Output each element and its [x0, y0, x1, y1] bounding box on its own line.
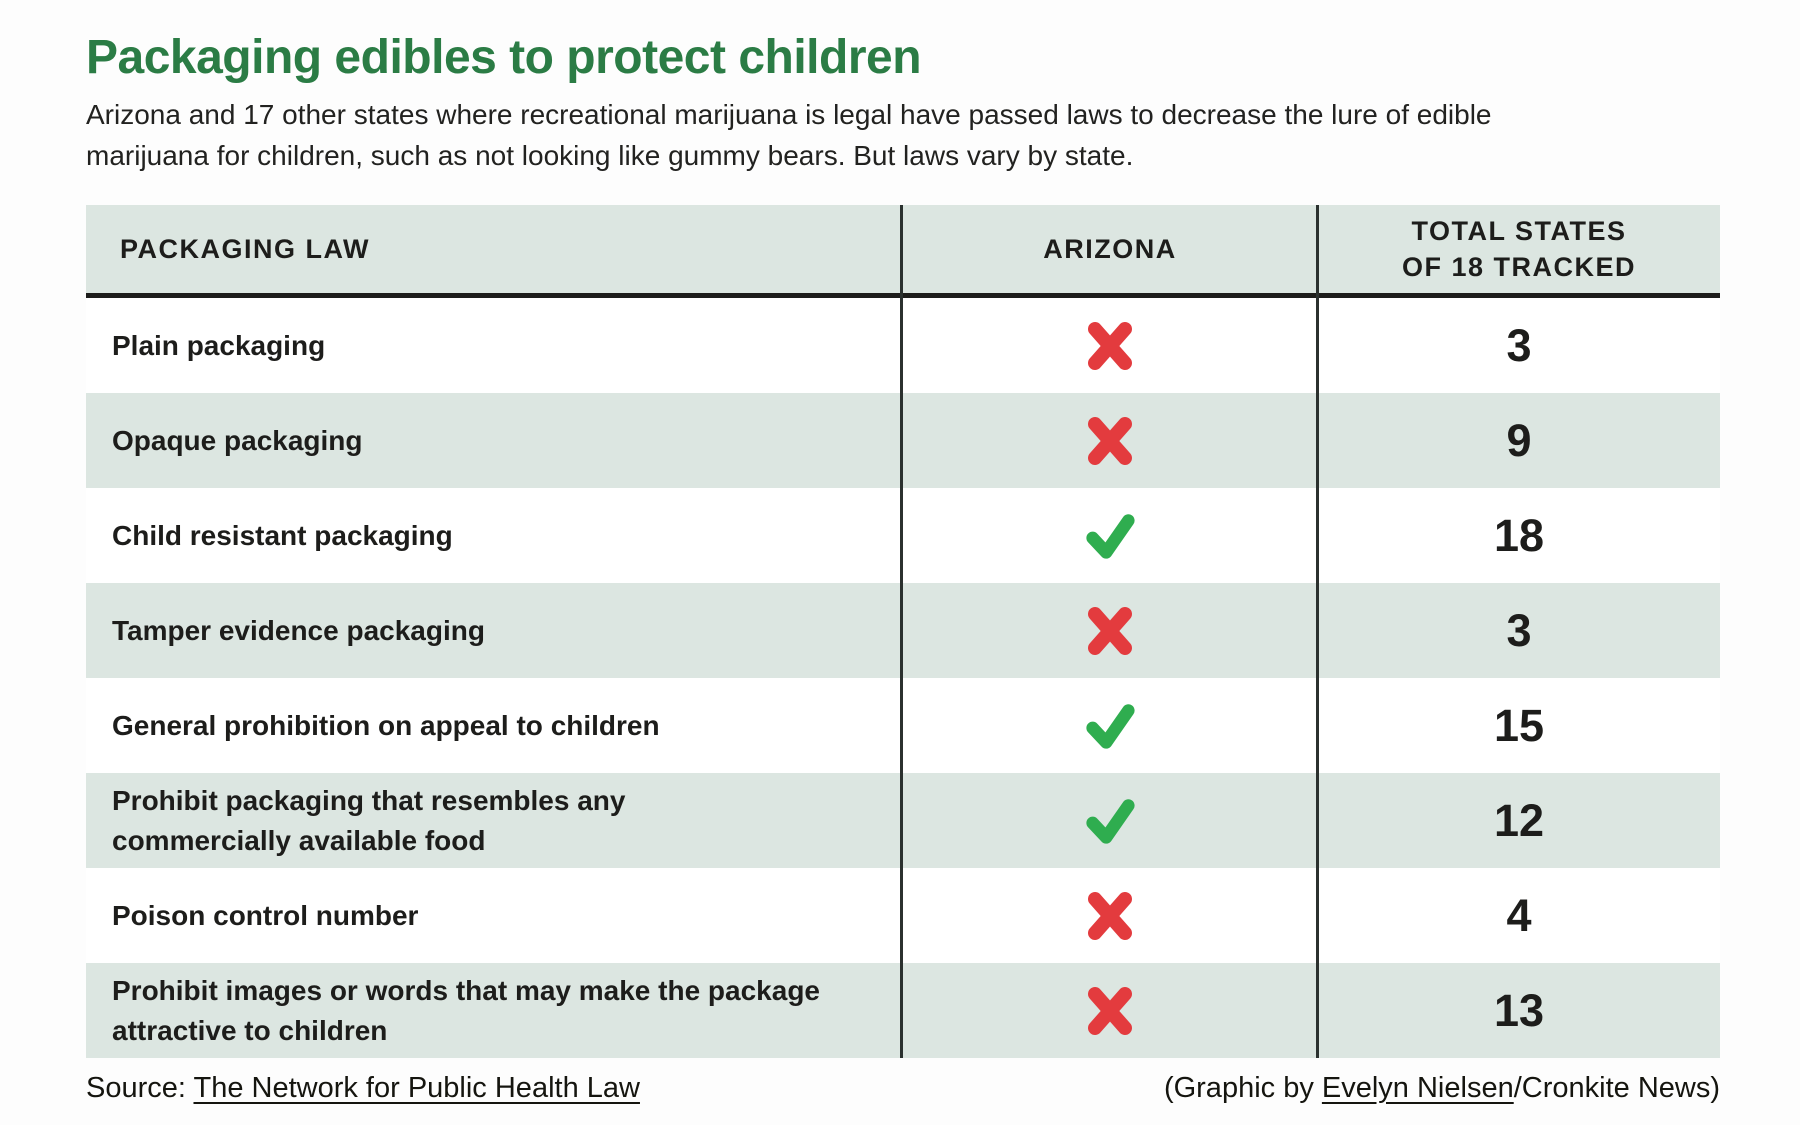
footer: Source: The Network for Public Health La…: [86, 1072, 1720, 1105]
cross-icon: [1085, 983, 1135, 1039]
table-row: Prohibit packaging that resembles any co…: [86, 773, 1720, 868]
total-states-header-line-1: TOTAL STATES: [1411, 216, 1627, 246]
law-label: Opaque packaging: [112, 424, 363, 456]
subtitle-line-2: marijuana for children, such as not look…: [86, 140, 1134, 171]
table-row: Prohibit images or words that may make t…: [86, 963, 1720, 1058]
table-row: Tamper evidence packaging 3: [86, 583, 1720, 678]
graphic-credit: (Graphic by Evelyn Nielsen/Cronkite News…: [1164, 1072, 1720, 1105]
cross-icon: [1085, 318, 1135, 374]
column-divider-line: [900, 205, 903, 1058]
arizona-status-cell: [902, 678, 1318, 773]
law-label: Tamper evidence packaging: [112, 614, 485, 646]
law-label: Child resistant packaging: [112, 519, 453, 551]
cross-icon: [1085, 603, 1135, 659]
column-header-packaging-law: PACKAGING LAW: [120, 233, 370, 264]
check-icon: [1083, 699, 1137, 753]
law-label: Poison control number: [112, 899, 419, 931]
total-states-header-line-2: OF 18 TRACKED: [1401, 252, 1637, 282]
page-title: Packaging edibles to protect children: [86, 31, 922, 84]
cross-icon: [1085, 413, 1135, 469]
source-credit: Source: The Network for Public Health La…: [86, 1072, 640, 1105]
column-divider-line: [1316, 205, 1319, 1058]
total-states-value: 3: [1506, 319, 1532, 371]
total-states-value: 9: [1506, 414, 1532, 466]
table-row: Child resistant packaging 18: [86, 488, 1720, 583]
law-label: Prohibit packaging that resembles any co…: [112, 784, 626, 856]
packaging-law-table: PACKAGING LAW ARIZONA TOTAL STATES OF 18…: [86, 205, 1720, 1058]
arizona-status-cell: [902, 963, 1318, 1058]
law-label: Prohibit images or words that may make t…: [112, 974, 820, 1046]
arizona-status-cell: [902, 298, 1318, 393]
arizona-status-cell: [902, 868, 1318, 963]
check-icon: [1083, 509, 1137, 563]
table-row: General prohibition on appeal to childre…: [86, 678, 1720, 773]
subtitle-line-1: Arizona and 17 other states where recrea…: [86, 99, 1492, 130]
credit-suffix: /Cronkite News): [1513, 1072, 1720, 1104]
cross-icon: [1085, 888, 1135, 944]
law-label: General prohibition on appeal to childre…: [112, 709, 660, 741]
credit-author-link[interactable]: Evelyn Nielsen: [1321, 1072, 1514, 1104]
arizona-status-cell: [902, 773, 1318, 868]
total-states-value: 13: [1493, 984, 1545, 1036]
table-row: Opaque packaging 9: [86, 393, 1720, 488]
total-states-value: 3: [1506, 604, 1532, 656]
law-label: Plain packaging: [112, 329, 326, 361]
column-header-total-states: TOTAL STATES OF 18 TRACKED: [1318, 213, 1720, 285]
arizona-status-cell: [902, 583, 1318, 678]
total-states-value: 18: [1493, 509, 1545, 561]
source-prefix: Source:: [86, 1072, 194, 1104]
check-icon: [1083, 794, 1137, 848]
credit-prefix: (Graphic by: [1163, 1072, 1322, 1104]
arizona-status-cell: [902, 488, 1318, 583]
table-row: Plain packaging 3: [86, 298, 1720, 393]
table-header-row: PACKAGING LAW ARIZONA TOTAL STATES OF 18…: [86, 205, 1720, 298]
total-states-value: 4: [1506, 889, 1532, 941]
total-states-value: 15: [1493, 699, 1545, 751]
subtitle: Arizona and 17 other states where recrea…: [86, 94, 1492, 176]
source-link[interactable]: The Network for Public Health Law: [193, 1072, 640, 1104]
arizona-status-cell: [902, 393, 1318, 488]
table-row: Poison control number 4: [86, 868, 1720, 963]
column-header-arizona: ARIZONA: [1043, 234, 1177, 264]
total-states-value: 12: [1493, 794, 1545, 846]
